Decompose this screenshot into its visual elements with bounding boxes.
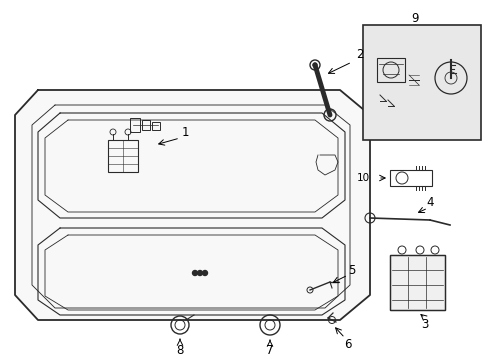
Text: 4: 4 xyxy=(426,195,433,208)
Circle shape xyxy=(312,63,316,67)
Text: 10: 10 xyxy=(356,173,369,183)
Bar xyxy=(389,170,431,186)
Bar xyxy=(389,255,444,310)
Bar xyxy=(389,255,444,310)
Polygon shape xyxy=(15,90,369,320)
Bar xyxy=(376,58,404,82)
Circle shape xyxy=(197,270,202,275)
Bar xyxy=(130,118,140,132)
Polygon shape xyxy=(389,255,444,310)
Text: 3: 3 xyxy=(421,319,428,332)
Bar xyxy=(108,140,138,172)
Circle shape xyxy=(202,270,207,275)
Text: 7: 7 xyxy=(265,343,273,356)
Bar xyxy=(362,25,480,140)
Bar xyxy=(152,122,160,130)
Bar xyxy=(142,120,150,130)
Text: 1: 1 xyxy=(181,126,188,139)
Text: 8: 8 xyxy=(176,343,183,356)
Text: 6: 6 xyxy=(344,338,351,351)
Bar xyxy=(362,25,480,140)
Text: 5: 5 xyxy=(347,264,355,276)
Text: 2: 2 xyxy=(356,49,363,62)
Circle shape xyxy=(192,270,197,275)
Text: 9: 9 xyxy=(410,12,418,24)
